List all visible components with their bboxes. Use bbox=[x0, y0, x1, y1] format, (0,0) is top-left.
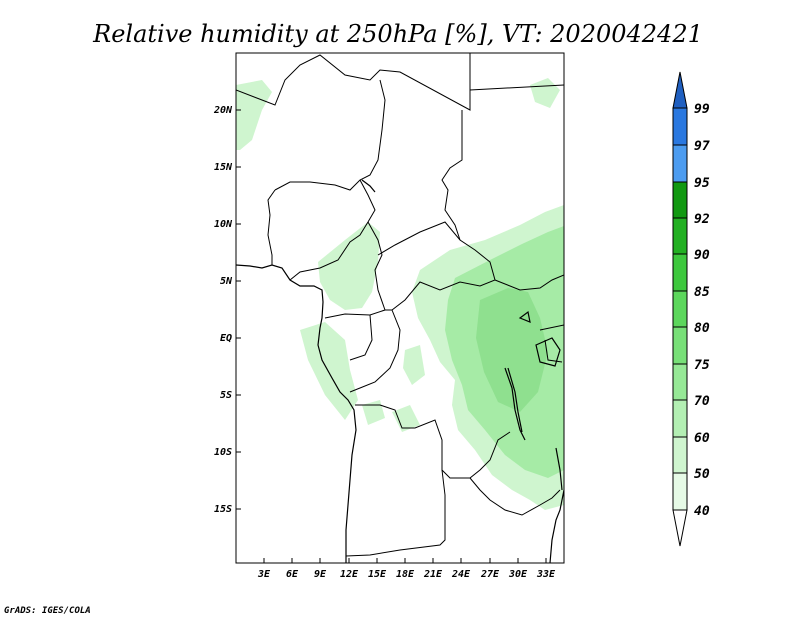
lat-label: 10N bbox=[214, 219, 233, 230]
colorbar-segment bbox=[672, 181, 688, 219]
lat-tick-marks bbox=[236, 109, 241, 510]
lat-label: 20N bbox=[213, 105, 233, 116]
lon-label: 15E bbox=[368, 569, 387, 580]
colorbar-label: 70 bbox=[694, 394, 710, 409]
lon-label: 21E bbox=[423, 569, 443, 580]
map-borders bbox=[236, 53, 564, 563]
lat-label: 5S bbox=[220, 390, 232, 401]
colorbar-segment bbox=[672, 290, 688, 328]
border-chad-sudan bbox=[441, 110, 463, 241]
colorbar-segment bbox=[672, 472, 688, 511]
lon-label: 9E bbox=[314, 569, 327, 580]
lon-label: 18E bbox=[396, 569, 415, 580]
border-niger-chad bbox=[274, 79, 386, 191]
lake-tanganyika bbox=[504, 367, 526, 441]
humidity-area-congo-west bbox=[403, 345, 425, 385]
colorbar-label: 40 bbox=[694, 504, 710, 519]
colorbar-label: 85 bbox=[694, 285, 710, 300]
colorbar-top-arrow bbox=[672, 71, 688, 109]
colorbar-label: 92 bbox=[694, 212, 710, 227]
humidity-area-angola-central bbox=[392, 405, 420, 432]
colorbar-segment bbox=[672, 253, 688, 292]
border-mali-niger bbox=[236, 53, 471, 111]
border-congo-drc bbox=[349, 309, 401, 393]
humidity-area-angola-west bbox=[362, 400, 385, 425]
colorbar-label: 97 bbox=[694, 139, 710, 154]
colorbar-bottom-arrow bbox=[672, 509, 688, 547]
lon-label: 30E bbox=[508, 569, 528, 580]
colorbar-segment bbox=[672, 399, 688, 438]
grads-credit: GrADS: IGES/COLA bbox=[4, 606, 91, 616]
map-frame bbox=[235, 52, 565, 564]
lat-label: 10S bbox=[214, 447, 232, 458]
border-drc-south bbox=[355, 404, 511, 479]
humidity-area-north-west bbox=[236, 80, 272, 150]
figure-title: Relative humidity at 250hPa [%], VT: 202… bbox=[92, 20, 703, 48]
colorbar-segment bbox=[672, 363, 688, 401]
border-angola-zambia bbox=[345, 469, 446, 557]
colorbar-label: 95 bbox=[694, 176, 710, 191]
colorbar-label: 90 bbox=[694, 248, 710, 263]
lon-label: 12E bbox=[340, 569, 359, 580]
lake-chad bbox=[361, 179, 376, 193]
colorbar-segment bbox=[672, 326, 688, 365]
lon-label: 6E bbox=[286, 569, 299, 580]
colorbar-label: 50 bbox=[694, 467, 710, 482]
lon-label: 3E bbox=[257, 569, 271, 580]
colorbar-segment bbox=[672, 144, 688, 183]
colorbar-segment bbox=[672, 436, 688, 474]
lat-label: 15N bbox=[214, 162, 233, 173]
lake-small-east bbox=[518, 310, 531, 323]
border-libya-egypt bbox=[469, 84, 564, 91]
lon-label: 27E bbox=[480, 569, 500, 580]
lake-malawi bbox=[555, 447, 563, 491]
lat-label: 5N bbox=[220, 276, 233, 287]
colorbar-segment bbox=[672, 217, 688, 255]
border-zambia-east bbox=[469, 477, 561, 516]
lat-label: EQ bbox=[220, 333, 232, 344]
west-coastline bbox=[236, 264, 357, 563]
longitude-axis: 3E 6E 9E 12E 15E 18E 21E 24E 27E 30E 33E bbox=[257, 558, 556, 580]
lon-label: 33E bbox=[536, 569, 556, 580]
humidity-area-coastal-west bbox=[300, 322, 358, 420]
colorbar-label: 75 bbox=[694, 358, 710, 373]
border-east-africa bbox=[494, 274, 564, 363]
colorbar-segment bbox=[672, 107, 688, 146]
colorbar-label: 60 bbox=[694, 431, 710, 446]
colorbar-label: 80 bbox=[694, 321, 710, 336]
humidity-shading bbox=[236, 78, 564, 510]
border-nigeria bbox=[267, 179, 376, 281]
lat-label: 15S bbox=[214, 504, 232, 515]
lon-label: 24E bbox=[451, 569, 471, 580]
lon-tick-marks bbox=[263, 558, 547, 563]
latitude-axis: 20N 15N 10N 5N EQ 5S 10S 15S bbox=[213, 105, 241, 515]
border-cameroon bbox=[324, 221, 386, 319]
humidity-area-north-east bbox=[530, 78, 560, 108]
colorbar: 99 97 95 92 90 85 80 75 70 60 50 40 bbox=[672, 71, 710, 547]
humidity-area-central-west bbox=[318, 222, 380, 310]
east-coastline bbox=[549, 489, 564, 563]
colorbar-label: 99 bbox=[694, 102, 710, 117]
lake-victoria bbox=[535, 337, 561, 367]
